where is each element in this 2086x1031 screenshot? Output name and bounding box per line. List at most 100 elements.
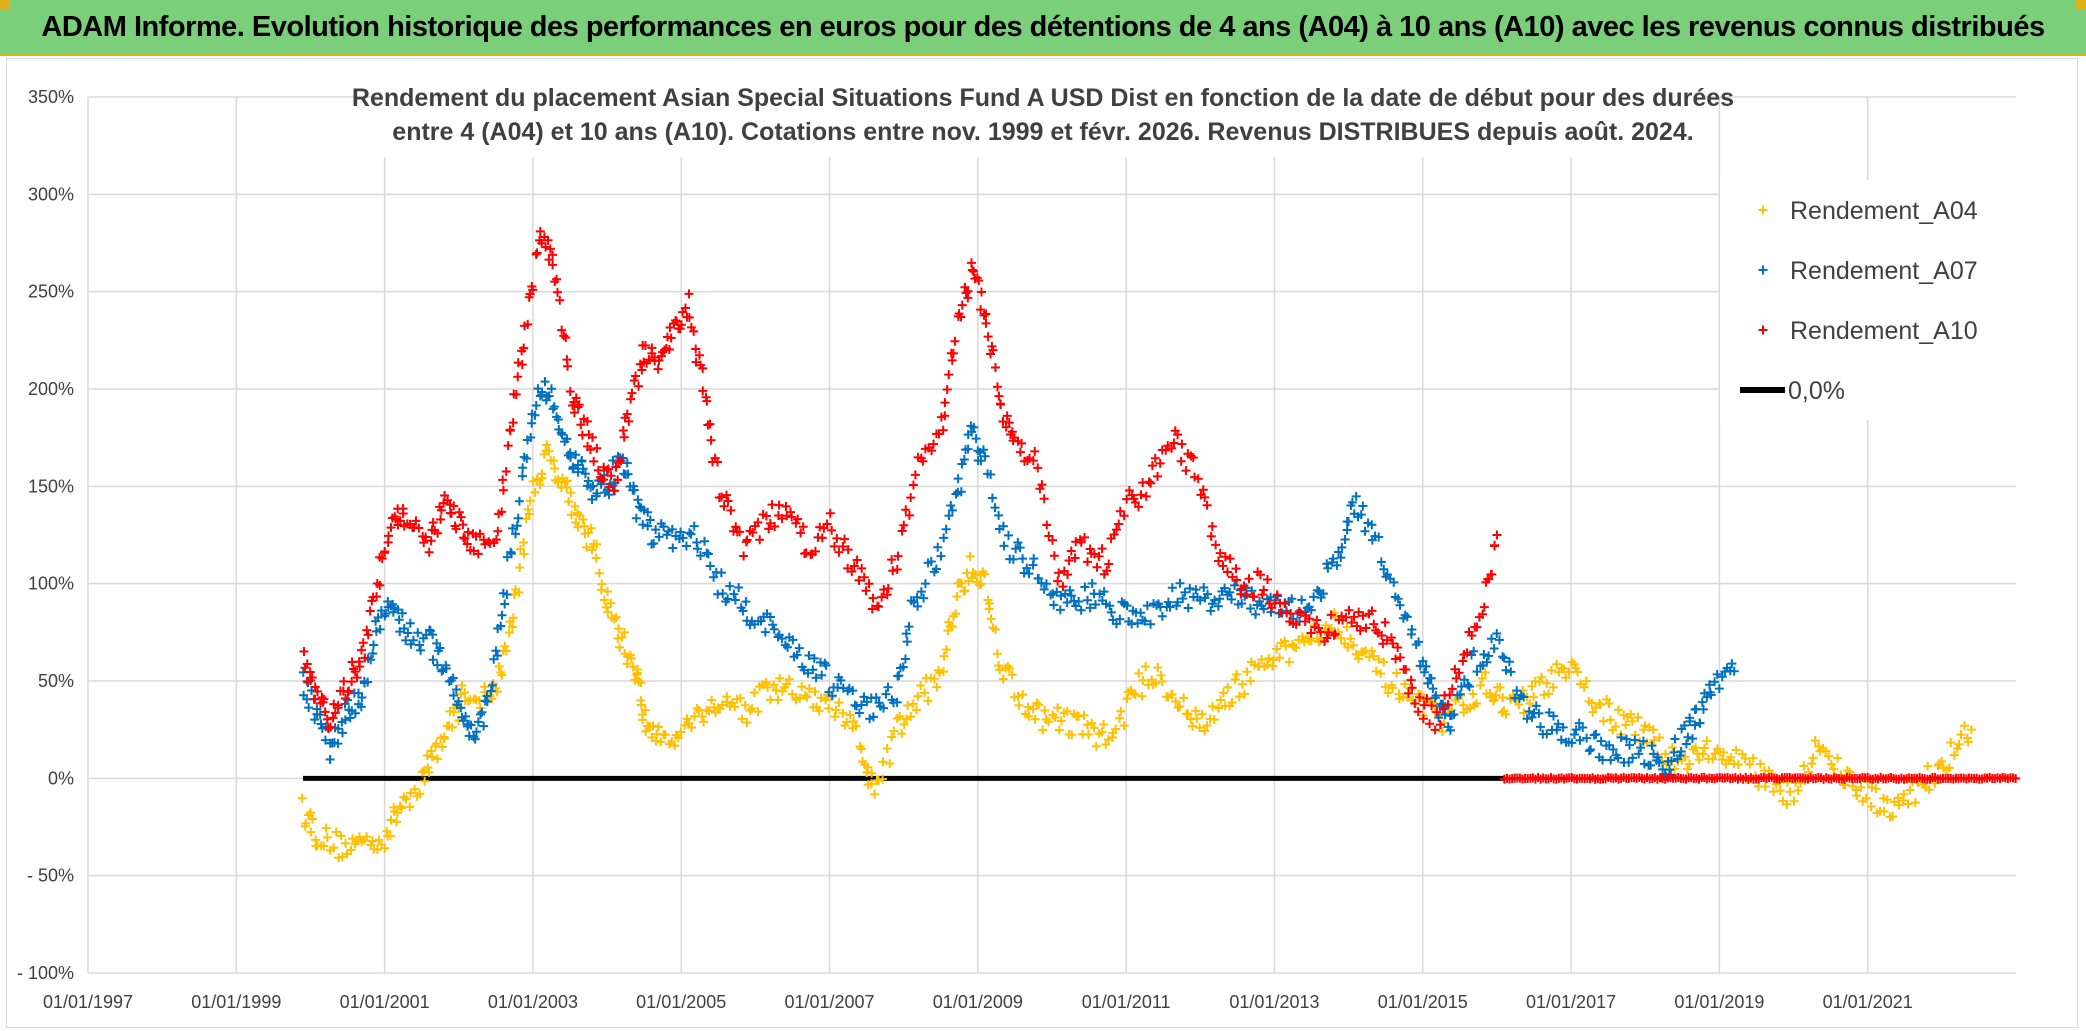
data-point (541, 242, 551, 252)
chart-title-line: Rendement du placement Asian Special Sit… (352, 84, 1734, 112)
data-point (371, 592, 381, 602)
data-point (913, 601, 923, 611)
data-point (847, 566, 857, 576)
data-point (1141, 661, 1151, 671)
data-point (491, 535, 501, 545)
data-point (319, 694, 329, 704)
data-point (616, 456, 626, 466)
data-point (435, 643, 445, 653)
legend-box (1720, 180, 2016, 420)
data-point (983, 332, 993, 342)
data-point (1090, 600, 1100, 610)
data-point (1306, 636, 1316, 646)
y-tick-label: 50% (38, 671, 74, 691)
data-point (721, 490, 731, 500)
data-point (660, 730, 670, 740)
data-point (317, 692, 327, 702)
data-point (1676, 746, 1686, 756)
data-point (992, 649, 1002, 659)
data-point (1080, 582, 1090, 592)
data-point (1050, 713, 1060, 723)
data-point (1323, 627, 1333, 637)
data-point (629, 376, 639, 386)
data-point (1425, 719, 1435, 729)
data-point (589, 456, 599, 466)
data-point (1024, 711, 1034, 721)
data-point (1435, 720, 1445, 730)
data-point (395, 801, 405, 811)
data-point (307, 814, 317, 824)
data-point (333, 739, 343, 749)
x-tick-label: 01/01/2021 (1823, 992, 1913, 1012)
data-point (571, 450, 581, 460)
data-point (1596, 736, 1606, 746)
data-point (1040, 706, 1050, 716)
data-point (1202, 720, 1212, 730)
data-point (1347, 618, 1357, 628)
data-point (469, 546, 479, 556)
data-point (643, 521, 653, 531)
data-point (719, 501, 729, 511)
data-point (312, 686, 322, 696)
data-point (310, 715, 320, 725)
data-point (1257, 590, 1267, 600)
data-point (1492, 628, 1502, 638)
data-point (1354, 654, 1363, 664)
data-point (358, 638, 368, 648)
data-point (1525, 698, 1535, 708)
data-point (1475, 680, 1485, 690)
data-point (913, 691, 923, 701)
data-point (1281, 641, 1291, 651)
data-point (1259, 604, 1269, 614)
series-rendement-a04 (297, 440, 1977, 863)
data-point (940, 398, 950, 408)
data-point (462, 539, 472, 549)
y-tick-label: 150% (28, 476, 74, 496)
data-point (1388, 639, 1398, 649)
data-point (1379, 564, 1389, 574)
data-point (601, 602, 611, 612)
data-point (1215, 548, 1225, 558)
data-point (421, 532, 431, 542)
data-point (1155, 458, 1165, 468)
data-point (500, 641, 510, 651)
legend-marker (1758, 205, 1768, 215)
data-point (1029, 554, 1039, 564)
data-point (1157, 611, 1167, 621)
data-point (395, 516, 405, 526)
data-point (392, 808, 402, 818)
data-point (329, 843, 339, 853)
data-point (411, 516, 421, 526)
data-point (1013, 538, 1023, 548)
data-point (628, 662, 638, 672)
data-point (703, 549, 713, 559)
data-point (299, 646, 309, 656)
data-point (783, 642, 793, 652)
data-point (1490, 541, 1500, 551)
data-point (1146, 478, 1156, 488)
data-point (1379, 657, 1389, 667)
data-point (1200, 492, 1210, 502)
data-point (1195, 595, 1205, 605)
data-point (1924, 785, 1934, 795)
data-point (979, 310, 989, 320)
data-point (426, 746, 436, 756)
data-point (413, 628, 423, 638)
data-point (971, 434, 981, 444)
data-point (1348, 640, 1358, 650)
data-point (717, 700, 727, 710)
data-point (992, 382, 1002, 392)
data-point (631, 371, 641, 381)
data-point (1351, 491, 1361, 501)
data-point (1445, 725, 1455, 735)
data-point (1414, 637, 1424, 647)
data-point (583, 476, 593, 486)
data-point (950, 336, 960, 346)
data-point (608, 455, 618, 465)
data-point (297, 793, 307, 803)
data-point (987, 493, 997, 503)
data-point (1535, 722, 1545, 732)
data-point (1799, 761, 1809, 771)
data-point (603, 607, 613, 617)
data-point (428, 655, 438, 665)
